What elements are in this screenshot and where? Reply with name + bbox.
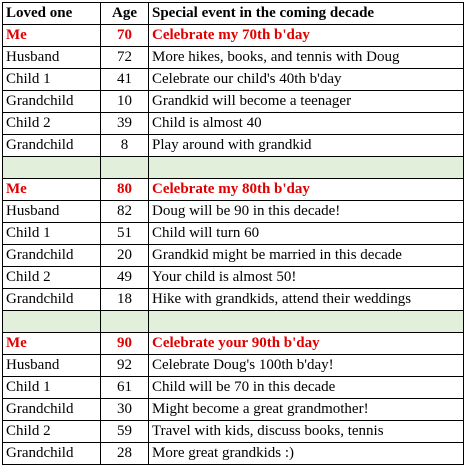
- loved-one-cell: Husband: [2, 354, 101, 377]
- age-cell: 41: [100, 68, 149, 91]
- table-row: Grandchild 18 Hike with grandkids, attend …: [2, 288, 464, 311]
- loved-one-cell: Child 1: [2, 222, 101, 245]
- decade-events-table: Loved one Age Special event in the comin…: [2, 2, 464, 465]
- table-row: Child 2 49 Your child is almost 50!: [2, 266, 464, 289]
- age-cell: 82: [100, 200, 149, 223]
- loved-one-cell: Grandchild: [2, 244, 101, 267]
- header-event: Special event in the coming decade: [148, 2, 464, 25]
- event-cell: More great grandkids :): [148, 442, 464, 465]
- loved-one-cell: Grandchild: [2, 90, 101, 113]
- table-row: Grandchild 30 Might become a great grandmo…: [2, 398, 464, 421]
- loved-one-cell: Me: [2, 332, 101, 355]
- age-cell: 80: [100, 178, 149, 201]
- loved-one-cell: Child 2: [2, 266, 101, 289]
- table-row: Child 1 51 Child will turn 60: [2, 222, 464, 245]
- table-row: Husband 72 More hikes, books, and tennis w…: [2, 46, 464, 69]
- age-cell: 20: [100, 244, 149, 267]
- spacer-cell: [2, 310, 101, 333]
- loved-one-cell: Grandchild: [2, 442, 101, 465]
- decade-spacer-row: [2, 156, 464, 179]
- table-row: Husband 92 Celebrate Doug's 100th b'day!: [2, 354, 464, 377]
- age-cell: 90: [100, 332, 149, 355]
- loved-one-cell: Child 2: [2, 420, 101, 443]
- table-row: Child 1 61 Child will be 70 in this decade: [2, 376, 464, 399]
- age-cell: 10: [100, 90, 149, 113]
- loved-one-cell: Child 2: [2, 112, 101, 135]
- header-row: Loved one Age Special event in the comin…: [2, 2, 464, 25]
- event-cell: Child will be 70 in this decade: [148, 376, 464, 399]
- age-cell: 8: [100, 134, 149, 157]
- loved-one-cell: Me: [2, 178, 101, 201]
- event-cell: Might become a great grandmother!: [148, 398, 464, 421]
- loved-one-cell: Husband: [2, 200, 101, 223]
- spacer-cell: [148, 310, 464, 333]
- age-cell: 92: [100, 354, 149, 377]
- spacer-cell: [148, 156, 464, 179]
- loved-one-cell: Grandchild: [2, 288, 101, 311]
- table-row: Grandchild 8 Play around with grandkid: [2, 134, 464, 157]
- loved-one-cell: Child 1: [2, 68, 101, 91]
- table-row: Child 1 41 Celebrate our child's 40th b'da…: [2, 68, 464, 91]
- age-cell: 72: [100, 46, 149, 69]
- header-age: Age: [100, 2, 149, 25]
- age-cell: 59: [100, 420, 149, 443]
- event-cell: Hike with grandkids, attend their weddin…: [148, 288, 464, 311]
- event-cell: Your child is almost 50!: [148, 266, 464, 289]
- decade-spacer-row: [2, 310, 464, 333]
- age-cell: 51: [100, 222, 149, 245]
- age-cell: 61: [100, 376, 149, 399]
- age-cell: 49: [100, 266, 149, 289]
- table-row: Child 2 39 Child is almost 40: [2, 112, 464, 135]
- loved-one-cell: Grandchild: [2, 134, 101, 157]
- event-cell: Celebrate my 80th b'day: [148, 178, 464, 201]
- event-cell: Celebrate Doug's 100th b'day!: [148, 354, 464, 377]
- event-cell: Grandkid will become a teenager: [148, 90, 464, 113]
- age-cell: 70: [100, 24, 149, 47]
- event-cell: Travel with kids, discuss books, tennis: [148, 420, 464, 443]
- table-body: Me 70 Celebrate my 70th b'day Husband 72 More…: [2, 24, 464, 465]
- event-cell: Child will turn 60: [148, 222, 464, 245]
- event-cell: Doug will be 90 in this decade!: [148, 200, 464, 223]
- table-row: Me 90 Celebrate your 90th b'day: [2, 332, 464, 355]
- age-cell: 18: [100, 288, 149, 311]
- event-cell: Celebrate your 90th b'day: [148, 332, 464, 355]
- loved-one-cell: Me: [2, 24, 101, 47]
- event-cell: More hikes, books, and tennis with Doug: [148, 46, 464, 69]
- event-cell: Play around with grandkid: [148, 134, 464, 157]
- table-row: Grandchild 28 More great grandkids :): [2, 442, 464, 465]
- loved-one-cell: Child 1: [2, 376, 101, 399]
- event-cell: Celebrate our child's 40th b'day: [148, 68, 464, 91]
- loved-one-cell: Grandchild: [2, 398, 101, 421]
- spacer-cell: [100, 310, 149, 333]
- spacer-cell: [2, 156, 101, 179]
- loved-one-cell: Husband: [2, 46, 101, 69]
- age-cell: 28: [100, 442, 149, 465]
- table-row: Grandchild 20 Grandkid might be married in…: [2, 244, 464, 267]
- table-row: Husband 82 Doug will be 90 in this decade!: [2, 200, 464, 223]
- table-row: Me 70 Celebrate my 70th b'day: [2, 24, 464, 47]
- table-row: Me 80 Celebrate my 80th b'day: [2, 178, 464, 201]
- age-cell: 39: [100, 112, 149, 135]
- event-cell: Grandkid might be married in this decade: [148, 244, 464, 267]
- age-cell: 30: [100, 398, 149, 421]
- event-cell: Child is almost 40: [148, 112, 464, 135]
- header-loved-one: Loved one: [2, 2, 101, 25]
- spacer-cell: [100, 156, 149, 179]
- table-row: Grandchild 10 Grandkid will become a teena…: [2, 90, 464, 113]
- table-row: Child 2 59 Travel with kids, discuss books…: [2, 420, 464, 443]
- event-cell: Celebrate my 70th b'day: [148, 24, 464, 47]
